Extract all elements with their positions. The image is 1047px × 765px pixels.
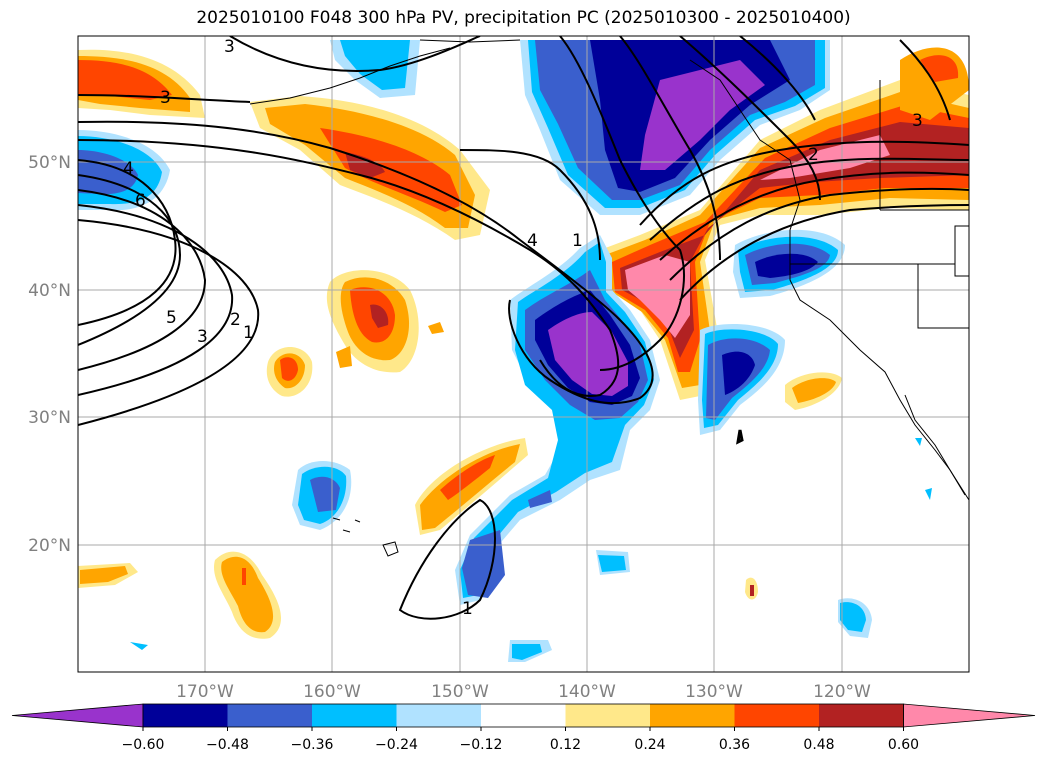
colorbar-frame: [142, 703, 904, 728]
longitude-labels: 170°W 160°W 150°W 140°W 130°W 120°W: [176, 682, 871, 702]
lat-label-20n: 20°N: [28, 536, 71, 556]
colorbar-tick-label: −0.48: [206, 737, 249, 753]
colorbar-tick-label: −0.60: [122, 737, 165, 753]
contour-label: 3: [224, 37, 235, 57]
colorbar-tick-label: −0.24: [375, 737, 418, 753]
latitude-labels: 50°N 40°N 30°N 20°N: [28, 153, 71, 556]
lon-label-170w: 170°W: [176, 682, 234, 702]
pv-contours: [78, 36, 969, 620]
contour-label: 3: [197, 327, 208, 347]
colorbar-tick-label: 0.48: [803, 737, 834, 753]
contour-label: 2: [230, 310, 241, 330]
colorbar-segment: [143, 704, 228, 727]
colorbar-tick-label: 0.12: [550, 737, 581, 753]
colorbar-min-extension: [11, 703, 144, 728]
contour-label: 3: [160, 88, 171, 108]
contour-label: 6: [135, 191, 146, 211]
contour-label: 1: [243, 323, 254, 343]
colorbar-tick-label: −0.12: [460, 737, 503, 753]
lon-label-150w: 150°W: [431, 682, 489, 702]
contour-label: 4: [123, 159, 134, 179]
contour-label: 1: [572, 231, 583, 251]
colorbar-segment: [396, 704, 482, 727]
map-frame: [77, 35, 970, 673]
positive-anomaly-fields: [78, 47, 969, 639]
contour-label: 5: [166, 308, 177, 328]
colorbar-segment: [819, 704, 904, 727]
contour-label: 1: [462, 599, 473, 619]
contour-label: 3: [912, 111, 923, 131]
colorbar-segment: [481, 704, 566, 727]
lon-label-160w: 160°W: [303, 682, 361, 702]
coastlines: [249, 39, 969, 557]
colorbar-tick-label: 0.60: [888, 737, 919, 753]
colorbar-max-extension: [903, 703, 1036, 728]
colorbar-tick-label: −0.36: [291, 737, 334, 753]
graticule: [78, 36, 969, 672]
map-title: 2025010100 F048 300 hPa PV, precipitatio…: [196, 8, 851, 28]
colorbar-segment: [312, 704, 397, 727]
colorbar-tick-label: 0.24: [634, 737, 665, 753]
colorbar-tick-label: 0.36: [719, 737, 750, 753]
lon-label-130w: 130°W: [685, 682, 743, 702]
contour-labels: 3 3 4 6 5 3 2 1 2 3 4 1 1: [123, 37, 923, 619]
lat-label-30n: 30°N: [28, 408, 71, 428]
lat-label-50n: 50°N: [28, 153, 71, 173]
colorbar-segment: [565, 704, 651, 727]
contour-label: 4: [527, 231, 538, 251]
colorbar: −0.60 −0.48 −0.36 −0.24 −0.12 0.12 0.24 0.36 0.4…: [11, 703, 1036, 753]
lon-label-140w: 140°W: [558, 682, 616, 702]
lat-label-40n: 40°N: [28, 281, 71, 301]
colorbar-segment: [734, 704, 820, 727]
colorbar-segment: [227, 704, 313, 727]
lon-label-120w: 120°W: [813, 682, 871, 702]
contour-label: 2: [808, 145, 819, 165]
map-plot-area: 3 3 4 6 5 3 2 1 2 3 4 1 1: [78, 36, 969, 672]
colorbar-segment: [650, 704, 735, 727]
